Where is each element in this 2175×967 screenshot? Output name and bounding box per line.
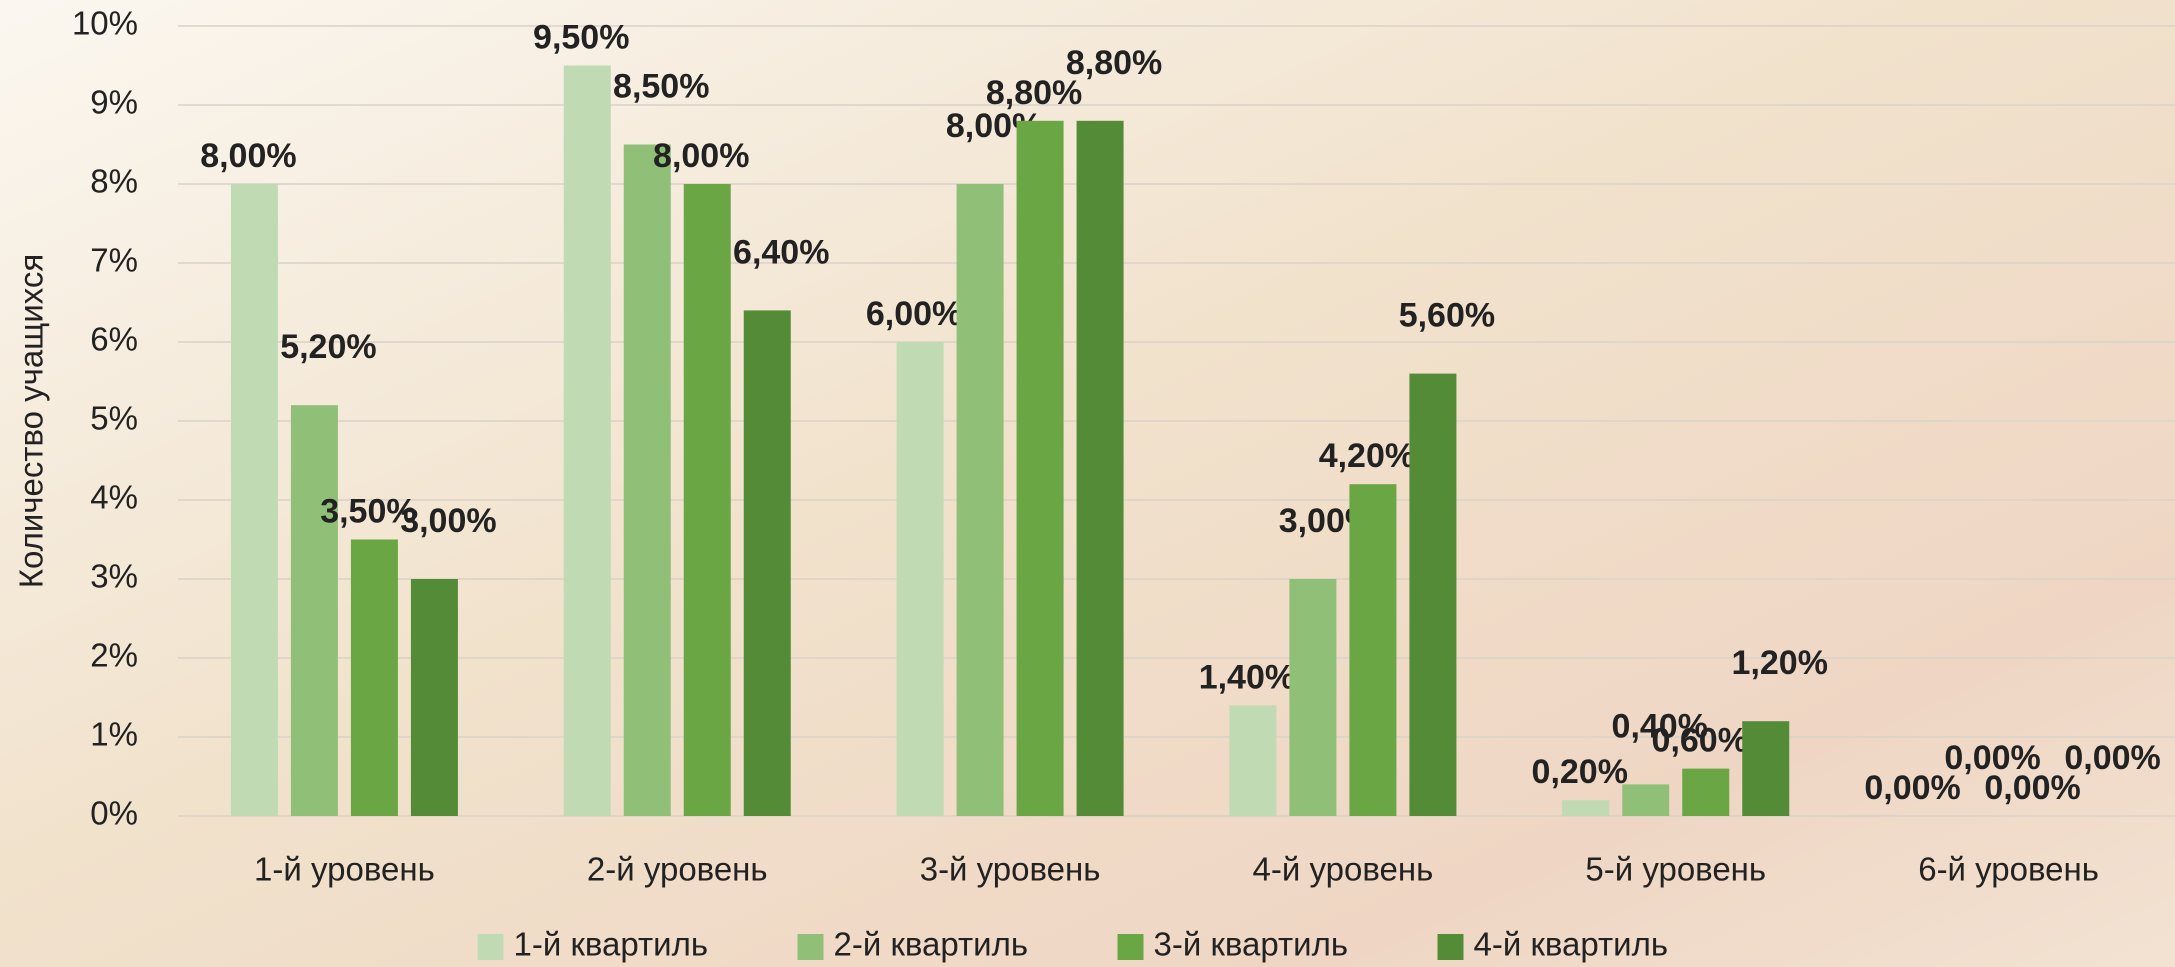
value-label: 8,50%	[613, 67, 709, 105]
legend-label: 1-й квартиль	[514, 926, 709, 963]
y-tick-label: 9%	[90, 84, 138, 121]
bar	[1016, 120, 1064, 817]
x-tick-label: 4-й уровень	[1253, 851, 1434, 888]
value-label: 0,00%	[2064, 739, 2160, 777]
x-tick-label: 2-й уровень	[587, 851, 768, 888]
value-label: 9,50%	[533, 18, 629, 56]
y-tick-label: 10%	[72, 5, 138, 42]
legend-label: 2-й квартиль	[834, 926, 1029, 963]
bar	[230, 184, 278, 816]
bar	[1349, 484, 1397, 816]
value-label: 0,00%	[1944, 739, 2040, 777]
bar	[1742, 721, 1790, 816]
legend-label: 3-й квартиль	[1154, 926, 1349, 963]
legend-swatch	[797, 934, 824, 960]
legend-swatch	[1117, 934, 1144, 960]
y-tick-label: 4%	[90, 479, 138, 516]
value-label: 0,00%	[1984, 769, 2080, 807]
y-tick-label: 7%	[90, 242, 138, 279]
value-label: 0,20%	[1532, 753, 1628, 791]
value-label: 8,80%	[986, 74, 1082, 112]
x-tick-label: 5-й уровень	[1585, 851, 1766, 888]
bar	[290, 405, 338, 816]
value-label: 0,00%	[1864, 769, 1960, 807]
bar	[683, 184, 731, 816]
value-label: 8,80%	[1066, 44, 1162, 82]
bar	[1409, 373, 1457, 816]
value-label: 5,60%	[1399, 297, 1495, 335]
y-tick-label: 1%	[90, 716, 138, 753]
value-label: 8,00%	[200, 137, 296, 175]
value-label: 6,40%	[733, 233, 829, 271]
bar	[896, 342, 944, 816]
bar	[1562, 800, 1610, 816]
x-tick-label: 6-й уровень	[1918, 851, 2099, 888]
value-label: 8,00%	[653, 137, 749, 175]
y-axis-title: Количество учащихся	[13, 254, 50, 589]
value-label: 5,20%	[280, 328, 376, 366]
value-label: 1,20%	[1732, 644, 1828, 682]
bar	[1289, 579, 1337, 816]
bar	[743, 310, 791, 816]
bar	[623, 144, 671, 816]
x-tick-label: 1-й уровень	[254, 851, 435, 888]
y-tick-label: 8%	[90, 163, 138, 200]
y-tick-label: 2%	[90, 637, 138, 674]
value-label: 4,20%	[1319, 437, 1415, 475]
y-tick-label: 0%	[90, 795, 138, 832]
bar	[1622, 784, 1670, 816]
value-label: 3,50%	[320, 492, 416, 530]
value-label: 1,40%	[1199, 658, 1295, 696]
value-label: 3,00%	[400, 502, 496, 540]
y-tick-label: 3%	[90, 558, 138, 595]
y-tick-label: 5%	[90, 400, 138, 437]
bar	[563, 65, 611, 816]
bar	[1076, 120, 1124, 817]
bar	[956, 184, 1004, 816]
value-label: 0,40%	[1612, 707, 1708, 745]
legend-swatch	[477, 934, 504, 960]
bar	[410, 579, 458, 816]
value-label: 6,00%	[866, 295, 962, 333]
bar	[1229, 705, 1277, 816]
x-tick-label: 3-й уровень	[920, 851, 1101, 888]
legend-swatch	[1437, 934, 1464, 960]
value-label: 0,60%	[1652, 722, 1748, 760]
legend-label: 4-й квартиль	[1474, 926, 1669, 963]
bar	[350, 539, 398, 816]
y-tick-label: 6%	[90, 321, 138, 358]
bar	[1682, 768, 1730, 816]
